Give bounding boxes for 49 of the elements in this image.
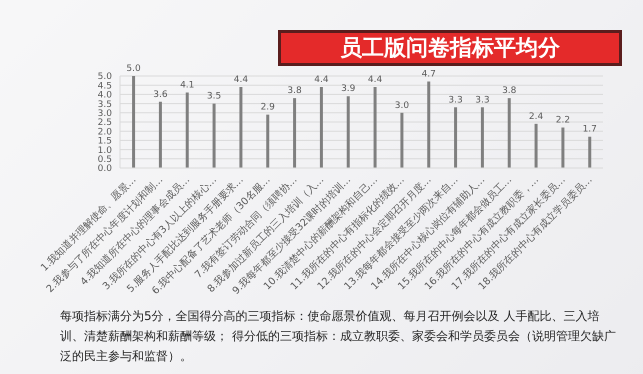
bar: [293, 98, 296, 168]
bar: [320, 87, 323, 168]
bar: [374, 87, 377, 168]
data-label: 4.1: [180, 80, 194, 91]
y-tick-label: 2.5: [98, 118, 112, 128]
bar: [266, 114, 270, 168]
data-label: 3.3: [475, 95, 490, 106]
bar: [427, 82, 430, 168]
data-label: 5.0: [126, 64, 141, 74]
y-tick-label: 4.5: [98, 81, 112, 92]
y-tick-label: 3.0: [98, 108, 112, 119]
data-label: 2.2: [556, 116, 570, 126]
bar: [186, 92, 189, 168]
data-label: 4.4: [234, 75, 248, 86]
data-label: 4.4: [314, 75, 329, 86]
bar: [480, 107, 484, 168]
bar: [561, 128, 564, 168]
y-tick-label: 1.0: [98, 146, 112, 156]
data-label: 3.5: [206, 92, 222, 102]
data-label: 3.8: [287, 86, 302, 96]
data-label: 4.7: [422, 70, 436, 80]
data-label: 4.4: [368, 75, 382, 86]
bar: [212, 104, 216, 168]
data-label: 3.6: [153, 90, 168, 100]
data-label: 3.8: [502, 86, 517, 96]
data-label: 3.3: [448, 95, 463, 106]
bar: [588, 136, 592, 168]
bar: [534, 124, 538, 168]
y-tick-label: 1.5: [98, 136, 112, 147]
bar: [132, 76, 136, 168]
y-tick-label: 0.0: [98, 164, 112, 174]
chart-title: 员工版问卷指标平均分: [278, 30, 622, 66]
bar: [158, 102, 162, 168]
bar: [400, 112, 404, 168]
data-label: 1.7: [582, 124, 597, 135]
y-tick-label: 0.5: [98, 154, 112, 165]
y-tick-label: 3.5: [98, 100, 112, 110]
text: 每项指标满分为5分，全国得分高的三项指标：使命愿景价值观、每月召开例会以及 人手配比、三入培训、清楚薪酬架构和薪酬等级； 得分低的三项指标：成立教职委、家委会和学员委员会（说明管理欠缺广泛的民主参与和监督）。: [60, 308, 617, 365]
data-label: 2.9: [260, 102, 276, 113]
y-tick-label: 5.0: [98, 72, 112, 82]
data-label: 2.4: [528, 112, 544, 122]
data-label: 3.0: [394, 100, 410, 111]
bar: [346, 96, 350, 168]
bar: [508, 98, 511, 168]
y-tick-label: 2.0: [98, 127, 112, 138]
bar: [239, 87, 242, 168]
data-label: 3.9: [341, 84, 356, 94]
y-tick-label: 4.0: [98, 90, 112, 101]
bar: [454, 107, 458, 168]
